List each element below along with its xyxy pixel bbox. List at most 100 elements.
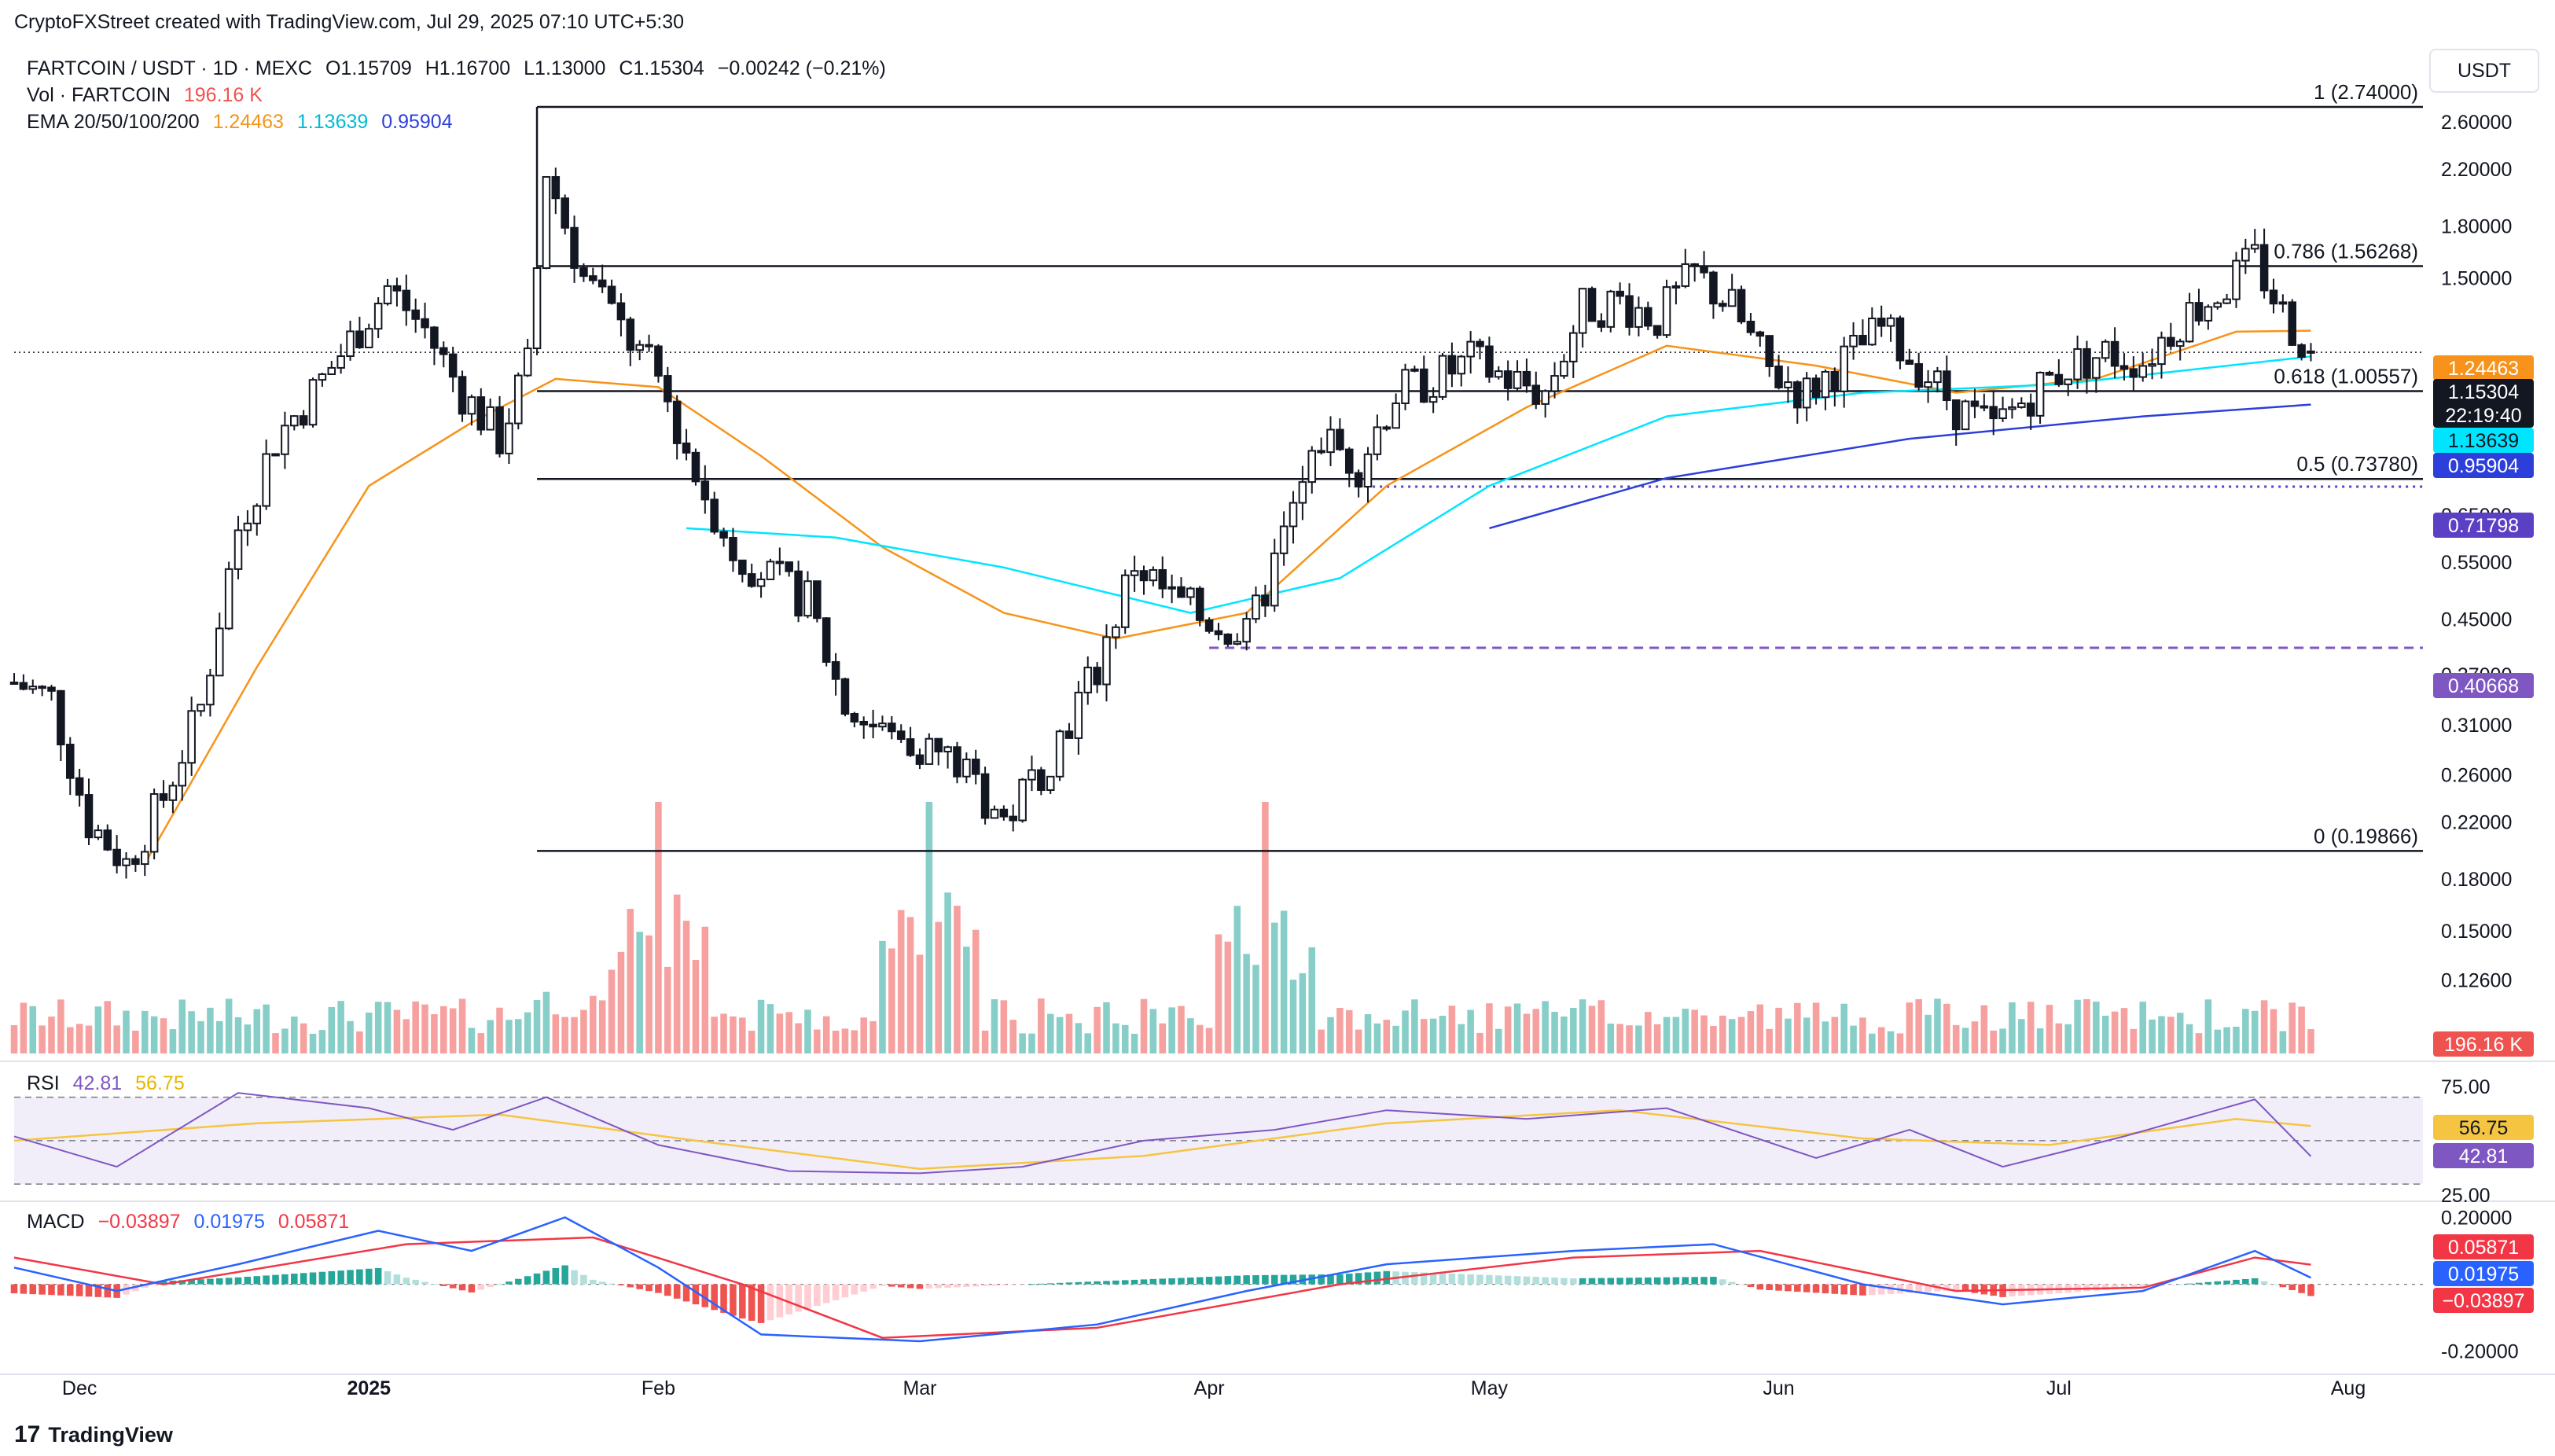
macd-histogram-bar bbox=[1645, 1277, 1652, 1285]
candle-body bbox=[94, 829, 103, 839]
macd-histogram-bar bbox=[104, 1284, 112, 1298]
ema100-value: 0.95904 bbox=[381, 111, 453, 133]
candle-body bbox=[803, 580, 812, 617]
volume-bar bbox=[1719, 1015, 1726, 1053]
candle-body bbox=[224, 568, 233, 630]
macd-histogram-bar bbox=[1579, 1278, 1586, 1285]
macd-histogram-bar bbox=[1262, 1274, 1269, 1285]
volume-bar bbox=[1233, 906, 1241, 1053]
price-badge bbox=[2433, 428, 2534, 453]
candle-body bbox=[1064, 730, 1074, 739]
candle-body bbox=[1858, 334, 1867, 346]
volume-bar bbox=[1943, 1003, 1950, 1053]
volume-bar bbox=[347, 1020, 354, 1053]
macd-histogram-bar bbox=[1523, 1276, 1531, 1285]
candle-body bbox=[1709, 271, 1718, 305]
candle-body bbox=[252, 505, 262, 524]
volume-bar bbox=[1645, 1012, 1652, 1053]
macd-histogram-bar bbox=[524, 1276, 531, 1285]
macd-histogram-bar bbox=[1103, 1281, 1110, 1285]
volume-label[interactable]: Vol · FARTCOIN bbox=[27, 84, 171, 106]
volume-bar bbox=[384, 1002, 392, 1053]
macd-histogram-bar bbox=[935, 1284, 942, 1289]
candle-body bbox=[589, 275, 597, 281]
volume-bar bbox=[598, 1000, 606, 1053]
candle-body bbox=[1616, 290, 1624, 297]
volume-bar bbox=[2055, 1023, 2063, 1053]
macd-histogram-bar bbox=[1607, 1278, 1615, 1285]
volume-bar bbox=[617, 951, 625, 1053]
volume-bar bbox=[75, 1024, 83, 1053]
volume-bar bbox=[1663, 1017, 1671, 1053]
candle-body bbox=[1046, 775, 1055, 791]
price-badge-label: 0.95904 bbox=[2448, 455, 2519, 477]
macd-histogram-bar bbox=[1038, 1283, 1045, 1285]
macd-histogram-bar bbox=[1159, 1278, 1167, 1285]
candle-body bbox=[2129, 368, 2138, 378]
macd-histogram-bar bbox=[2251, 1278, 2259, 1285]
macd-histogram-bar bbox=[552, 1267, 560, 1285]
volume-bar bbox=[1859, 1017, 1866, 1053]
candle-body bbox=[1494, 370, 1503, 378]
price-tick-label: 0.31000 bbox=[2441, 715, 2512, 737]
macd-histogram-bar bbox=[477, 1284, 485, 1290]
ema-label[interactable]: EMA 20/50/100/200 bbox=[27, 111, 200, 133]
time-axis[interactable]: Dec 2025 Feb Mar Apr May Jun Jul Aug bbox=[62, 1377, 2366, 1399]
candle-body bbox=[1522, 370, 1531, 387]
candle-body bbox=[2288, 301, 2297, 346]
volume-bar bbox=[85, 1025, 93, 1053]
candle-body bbox=[1719, 303, 1727, 307]
volume-bar bbox=[291, 1017, 298, 1053]
candle-body bbox=[1214, 630, 1223, 635]
macd-histogram-bar bbox=[1383, 1270, 1391, 1285]
candle-body bbox=[271, 453, 280, 457]
tradingview-footer[interactable]: 17 TradingView bbox=[14, 1421, 173, 1448]
currency-selector[interactable]: USDT bbox=[2429, 49, 2539, 93]
macd-histogram-bar bbox=[1448, 1273, 1456, 1285]
volume-bar bbox=[814, 1029, 821, 1053]
volume-bar bbox=[1019, 1033, 1026, 1053]
macd-histogram-bar bbox=[711, 1284, 718, 1311]
macd-histogram-bar bbox=[1458, 1274, 1465, 1285]
volume-bar bbox=[207, 1007, 214, 1053]
volume-bar bbox=[496, 1007, 503, 1053]
candle-body bbox=[953, 746, 961, 778]
candle-body bbox=[486, 406, 494, 431]
macd-histogram-bar bbox=[748, 1284, 755, 1322]
candle-body bbox=[197, 704, 205, 712]
macd-histogram-bar bbox=[2130, 1284, 2138, 1289]
volume-bar bbox=[1803, 1017, 1811, 1053]
volume-bar bbox=[1094, 1006, 1101, 1053]
fib-level-label: 0.618 (1.00557) bbox=[2274, 365, 2418, 388]
macd-histogram-bar bbox=[533, 1273, 541, 1285]
macd-label[interactable]: MACD bbox=[27, 1211, 85, 1233]
volume-bar bbox=[374, 1002, 382, 1053]
macd-histogram-bar bbox=[1336, 1274, 1344, 1285]
macd-histogram-bar bbox=[347, 1270, 354, 1285]
candle-body bbox=[570, 226, 579, 269]
macd-histogram-bar bbox=[2093, 1284, 2100, 1291]
candle-body bbox=[467, 396, 476, 415]
volume-bar bbox=[1252, 965, 1259, 1053]
rsi-line bbox=[13, 1092, 2312, 1175]
macd-histogram-bar bbox=[1756, 1284, 1764, 1290]
volume-bar bbox=[571, 1017, 578, 1053]
volume-bar bbox=[2270, 1009, 2277, 1053]
price-tick-label: 0.55000 bbox=[2441, 552, 2512, 574]
rsi-label[interactable]: RSI bbox=[27, 1072, 60, 1094]
volume-bar bbox=[1196, 1024, 1204, 1053]
volume-bar bbox=[2046, 1005, 2053, 1053]
candle-body bbox=[1158, 568, 1167, 590]
candle-body bbox=[2119, 365, 2129, 370]
volume-bar bbox=[1402, 1010, 1409, 1053]
candle-body bbox=[1476, 340, 1484, 347]
volume-bar bbox=[860, 1017, 867, 1053]
macd-histogram-bar bbox=[814, 1284, 821, 1307]
symbol-title[interactable]: FARTCOIN / USDT · 1D · MEXC bbox=[27, 57, 313, 79]
rsi-badge bbox=[2433, 1115, 2534, 1140]
candle-body bbox=[1438, 355, 1447, 398]
candle-body bbox=[47, 686, 56, 692]
candle-body bbox=[766, 561, 775, 580]
candle-body bbox=[915, 754, 925, 765]
volume-bar bbox=[281, 1028, 289, 1053]
